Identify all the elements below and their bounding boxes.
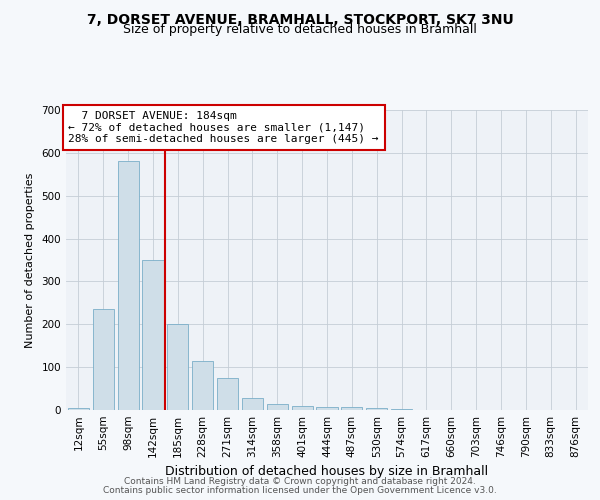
Bar	[292, 406, 313, 410]
Bar	[341, 408, 362, 410]
Bar	[366, 408, 387, 410]
Text: Size of property relative to detached houses in Bramhall: Size of property relative to detached ho…	[123, 22, 477, 36]
Bar	[391, 409, 412, 410]
Bar	[93, 310, 114, 410]
Bar	[68, 408, 89, 410]
Text: Contains HM Land Registry data © Crown copyright and database right 2024.: Contains HM Land Registry data © Crown c…	[124, 477, 476, 486]
Bar	[217, 378, 238, 410]
Bar	[316, 408, 338, 410]
Bar	[167, 324, 188, 410]
Text: 7, DORSET AVENUE, BRAMHALL, STOCKPORT, SK7 3NU: 7, DORSET AVENUE, BRAMHALL, STOCKPORT, S…	[86, 12, 514, 26]
Bar	[267, 404, 288, 410]
Text: Contains public sector information licensed under the Open Government Licence v3: Contains public sector information licen…	[103, 486, 497, 495]
Bar	[192, 360, 213, 410]
Bar	[118, 162, 139, 410]
Y-axis label: Number of detached properties: Number of detached properties	[25, 172, 35, 348]
Bar	[242, 398, 263, 410]
Text: 7 DORSET AVENUE: 184sqm  
← 72% of detached houses are smaller (1,147)
28% of se: 7 DORSET AVENUE: 184sqm ← 72% of detache…	[68, 111, 379, 144]
Bar	[142, 260, 164, 410]
X-axis label: Distribution of detached houses by size in Bramhall: Distribution of detached houses by size …	[166, 466, 488, 478]
